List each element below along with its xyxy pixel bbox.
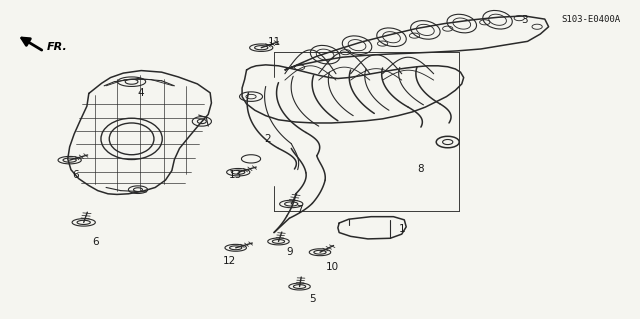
- Text: 10: 10: [326, 263, 339, 272]
- Text: 11: 11: [268, 37, 281, 47]
- Text: 1: 1: [399, 224, 405, 234]
- Text: 13: 13: [229, 170, 243, 180]
- Text: 6: 6: [92, 237, 99, 247]
- Text: S103-E0400A: S103-E0400A: [561, 15, 620, 24]
- Text: 8: 8: [417, 164, 424, 174]
- Text: FR.: FR.: [47, 42, 67, 52]
- Text: 5: 5: [309, 294, 316, 304]
- Text: 2: 2: [264, 134, 271, 144]
- Text: 6: 6: [73, 170, 79, 180]
- Text: 4: 4: [138, 88, 145, 98]
- Text: 7: 7: [296, 205, 303, 215]
- Text: 12: 12: [223, 256, 236, 266]
- Text: 9: 9: [286, 247, 292, 256]
- Text: 3: 3: [521, 15, 527, 25]
